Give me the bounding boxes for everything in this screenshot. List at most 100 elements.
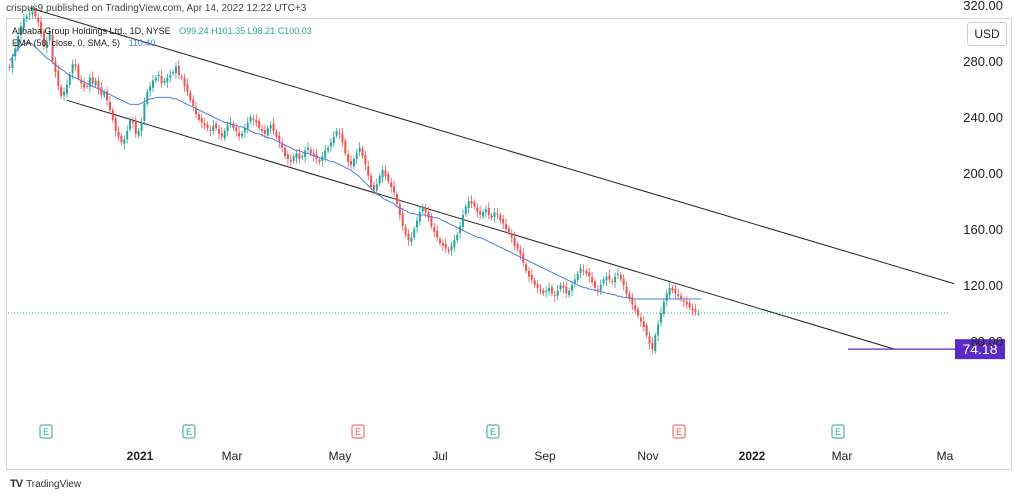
candle-body — [401, 213, 404, 227]
candle-body — [651, 342, 654, 350]
candle-body — [85, 85, 88, 87]
footer-brand[interactable]: TV TradingView — [10, 478, 81, 490]
ema-value: 110.40 — [128, 38, 156, 48]
candle-body — [516, 244, 519, 249]
earnings-marker-label: E — [186, 427, 192, 437]
candle-body — [565, 286, 568, 294]
candle-body — [682, 300, 685, 302]
y-tick-label: 160.00 — [963, 222, 1003, 237]
candle-body — [642, 321, 645, 327]
earnings-marker — [486, 424, 500, 439]
candle-body — [562, 285, 565, 288]
candle-body — [143, 103, 146, 121]
currency-button[interactable]: USD — [967, 22, 1007, 46]
y-tick-label: 320.00 — [963, 0, 1003, 13]
candle-body — [169, 75, 172, 78]
candle-body — [496, 213, 499, 215]
candle-body — [160, 75, 163, 84]
y-tick-label: 280.00 — [963, 54, 1003, 69]
candle-body — [40, 21, 43, 33]
candle-body — [154, 77, 157, 81]
candle-body — [278, 135, 281, 143]
candle-body — [418, 212, 421, 222]
candle-body — [568, 290, 571, 296]
candle-body — [51, 34, 54, 61]
candle-body — [659, 313, 662, 323]
candle-body — [197, 114, 200, 120]
ohlc-values: O99.24 H101.35 L98.21 C100.03 — [179, 26, 312, 36]
candle-body — [573, 279, 576, 284]
candle-body — [131, 120, 134, 123]
candle-body — [350, 160, 353, 165]
candle-body — [424, 208, 427, 213]
candle-body — [286, 154, 289, 159]
x-tick-label: Mar — [832, 449, 853, 463]
x-tick-label: Mar — [222, 449, 243, 463]
candle-body — [180, 76, 183, 78]
candle-body — [410, 237, 413, 242]
candle-body — [398, 203, 401, 215]
candle-body — [108, 101, 111, 110]
candle-body — [120, 135, 123, 143]
candle-body — [8, 66, 11, 68]
candle-body — [372, 185, 375, 190]
candle-body — [588, 272, 591, 277]
candle-body — [341, 133, 344, 143]
candle-body — [74, 64, 77, 67]
candle-body — [616, 273, 619, 275]
candle-body — [57, 70, 60, 87]
candle-body — [393, 186, 396, 193]
candle-body — [174, 66, 177, 74]
candle-body — [637, 309, 640, 316]
candle-body — [252, 118, 255, 120]
candle-body — [292, 156, 295, 161]
earnings-marker — [351, 424, 365, 439]
candle-body — [490, 215, 493, 218]
candle-body — [657, 324, 660, 336]
candle-body — [395, 194, 398, 204]
candle-body — [243, 128, 246, 133]
candle-body — [539, 289, 542, 291]
candle-body — [209, 129, 212, 131]
candle-body — [456, 234, 459, 241]
candle-body — [470, 201, 473, 204]
candle-body — [671, 287, 674, 291]
candle-body — [631, 297, 634, 305]
candle-body — [608, 275, 611, 280]
candle-body — [301, 156, 304, 158]
candle-body — [697, 313, 700, 314]
candle-body — [344, 140, 347, 154]
candle-body — [447, 249, 450, 252]
candle-body — [404, 227, 407, 235]
candle-body — [215, 123, 218, 129]
candle-body — [553, 295, 556, 297]
candle-body — [450, 245, 453, 251]
candle-body — [364, 155, 367, 165]
candle-body — [413, 229, 416, 238]
candle-body — [103, 91, 106, 96]
x-tick-label: Ma — [937, 449, 954, 463]
candle-body — [146, 91, 149, 104]
candle-body — [157, 75, 160, 77]
earnings-marker-label: E — [676, 427, 682, 437]
candle-body — [263, 130, 266, 134]
candle-body — [134, 121, 137, 134]
candle-body — [453, 240, 456, 248]
candle-body — [593, 281, 596, 288]
candle-body — [240, 133, 243, 137]
candle-body — [467, 201, 470, 209]
candle-body — [335, 131, 338, 136]
candle-body — [525, 264, 528, 271]
candle-body — [246, 122, 249, 130]
chart-frame[interactable] — [6, 18, 1012, 470]
candle-body — [25, 16, 28, 19]
candle-body — [654, 335, 657, 352]
earnings-marker — [39, 424, 53, 439]
candle-body — [163, 80, 166, 83]
candle-body — [65, 84, 68, 94]
candle-body — [77, 65, 80, 78]
x-tick-label: 2021 — [127, 449, 154, 463]
candle-body — [677, 294, 680, 297]
candle-body — [493, 212, 496, 217]
